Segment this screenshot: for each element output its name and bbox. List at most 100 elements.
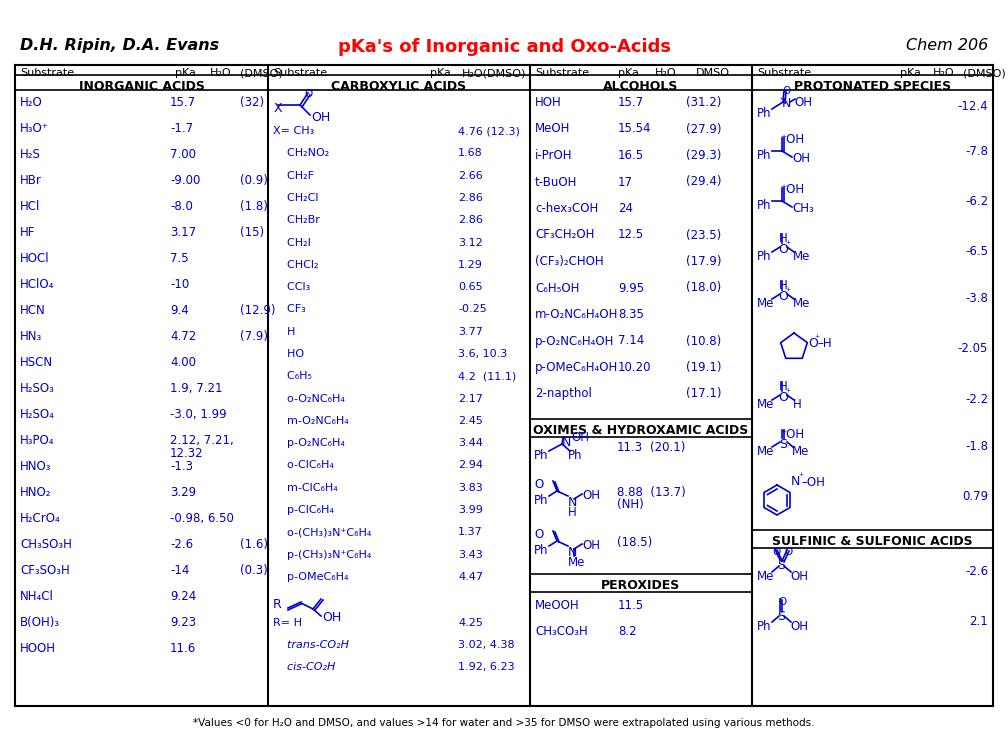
Text: OH: OH	[794, 96, 812, 109]
Text: -12.4: -12.4	[958, 100, 988, 113]
Text: H₂O: H₂O	[210, 68, 232, 78]
Text: 10.20: 10.20	[618, 361, 651, 374]
Text: m-ClC₆H₄: m-ClC₆H₄	[273, 483, 338, 493]
Text: HN₃: HN₃	[20, 330, 42, 343]
Text: N: N	[562, 436, 572, 449]
Text: -8.0: -8.0	[170, 200, 193, 213]
Text: (27.9): (27.9)	[686, 123, 722, 135]
Text: N: N	[568, 546, 578, 559]
Text: (23.5): (23.5)	[686, 228, 722, 242]
Text: Me: Me	[757, 398, 774, 411]
Text: p-ClC₆H₄: p-ClC₆H₄	[273, 505, 334, 515]
Text: 1.37: 1.37	[458, 528, 483, 537]
Text: Me: Me	[757, 445, 774, 458]
Text: 1.68: 1.68	[458, 149, 483, 158]
Text: Ph: Ph	[534, 449, 548, 462]
Text: -1.8: -1.8	[965, 440, 988, 453]
Text: Ph: Ph	[757, 250, 771, 263]
Text: p-O₂NC₆H₄OH: p-O₂NC₆H₄OH	[535, 335, 614, 347]
Text: 11.3: 11.3	[617, 441, 643, 454]
Text: (20.1): (20.1)	[650, 441, 685, 454]
Text: C₆H₅: C₆H₅	[273, 371, 311, 381]
Text: 4.47: 4.47	[458, 572, 483, 582]
Text: -6.2: -6.2	[965, 195, 988, 208]
Text: pKa's of Inorganic and Oxo-Acids: pKa's of Inorganic and Oxo-Acids	[338, 38, 670, 56]
Text: CCl₃: CCl₃	[273, 282, 310, 292]
Text: 4.25: 4.25	[458, 618, 483, 628]
Text: HOCl: HOCl	[20, 252, 49, 265]
Text: O: O	[808, 337, 817, 350]
Text: 7.14: 7.14	[618, 335, 644, 347]
Text: OH: OH	[792, 152, 810, 165]
Text: H₂S: H₂S	[20, 148, 41, 161]
Text: OH: OH	[790, 620, 808, 633]
Text: MeOH: MeOH	[535, 123, 571, 135]
Text: (12.9): (12.9)	[240, 304, 275, 317]
Text: HSCN: HSCN	[20, 356, 53, 369]
Text: OH: OH	[322, 611, 342, 624]
Text: INORGANIC ACIDS: INORGANIC ACIDS	[79, 80, 205, 93]
Text: 2.1: 2.1	[970, 615, 988, 628]
Text: 11.5: 11.5	[618, 599, 644, 612]
Text: c-hex₃COH: c-hex₃COH	[535, 202, 599, 215]
Text: H₂CrO₄: H₂CrO₄	[20, 512, 60, 525]
Text: Ph: Ph	[757, 620, 771, 633]
Text: H: H	[568, 506, 577, 519]
Text: Me: Me	[757, 570, 774, 583]
Text: O: O	[304, 89, 312, 99]
Text: -1.3: -1.3	[170, 460, 193, 473]
Text: 8.88  (13.7): 8.88 (13.7)	[617, 486, 685, 499]
Text: CHCl₂: CHCl₂	[273, 260, 319, 270]
Text: O: O	[782, 86, 790, 96]
Text: 7.5: 7.5	[170, 252, 188, 265]
Text: (10.8): (10.8)	[686, 335, 722, 347]
Text: 1.92, 6.23: 1.92, 6.23	[458, 662, 515, 672]
Text: 2.94: 2.94	[458, 460, 483, 471]
Text: ⁺OH: ⁺OH	[780, 428, 804, 441]
Text: 4.72: 4.72	[170, 330, 197, 343]
Text: 1.29: 1.29	[458, 260, 483, 270]
Text: MeOOH: MeOOH	[535, 599, 580, 612]
Text: Ph: Ph	[757, 199, 771, 212]
Text: Me: Me	[793, 297, 810, 310]
Text: CF₃: CF₃	[273, 304, 305, 314]
Text: p-O₂NC₆H₄: p-O₂NC₆H₄	[273, 438, 345, 448]
Text: (DMSO): (DMSO)	[240, 68, 283, 78]
Text: 9.23: 9.23	[170, 616, 197, 629]
Text: –H: –H	[817, 337, 832, 350]
Text: 2-napthol: 2-napthol	[535, 387, 592, 401]
Text: 15.7: 15.7	[618, 96, 644, 109]
Text: (31.2): (31.2)	[686, 96, 722, 109]
Text: O: O	[784, 547, 792, 557]
Text: 3.12: 3.12	[458, 237, 483, 248]
Text: 0.65: 0.65	[458, 282, 483, 292]
Text: Ph: Ph	[757, 107, 771, 120]
Text: H₃O⁺: H₃O⁺	[20, 122, 48, 135]
Text: N: N	[791, 475, 800, 488]
Text: PROTONATED SPECIES: PROTONATED SPECIES	[794, 80, 952, 93]
Text: pKa: pKa	[618, 68, 639, 78]
Text: CH₂Cl: CH₂Cl	[273, 193, 319, 203]
Text: 1.9, 7.21: 1.9, 7.21	[170, 382, 223, 395]
Text: 9.24: 9.24	[170, 590, 197, 603]
Text: HNO₂: HNO₂	[20, 486, 51, 499]
Text: 11.6: 11.6	[170, 642, 197, 655]
Text: O: O	[778, 243, 788, 256]
Text: o-O₂NC₆H₄: o-O₂NC₆H₄	[273, 394, 345, 403]
Text: (7.9): (7.9)	[240, 330, 268, 343]
Text: (29.3): (29.3)	[686, 149, 722, 162]
Text: 12.32: 12.32	[170, 447, 204, 460]
Text: 16.5: 16.5	[618, 149, 644, 162]
Text: -2.2: -2.2	[965, 393, 988, 406]
Text: 8.35: 8.35	[618, 308, 644, 321]
Text: pKa: pKa	[175, 68, 196, 78]
Text: -10: -10	[170, 278, 190, 291]
Text: -3.8: -3.8	[965, 292, 988, 305]
Text: C₆H₅OH: C₆H₅OH	[535, 282, 580, 295]
Text: O: O	[534, 478, 543, 491]
Text: CH₂Br: CH₂Br	[273, 215, 320, 225]
Text: 2.66: 2.66	[458, 171, 483, 180]
Text: OH: OH	[582, 539, 600, 552]
Text: 4.76 (12.3): 4.76 (12.3)	[458, 126, 520, 136]
Text: H₂O: H₂O	[655, 68, 676, 78]
